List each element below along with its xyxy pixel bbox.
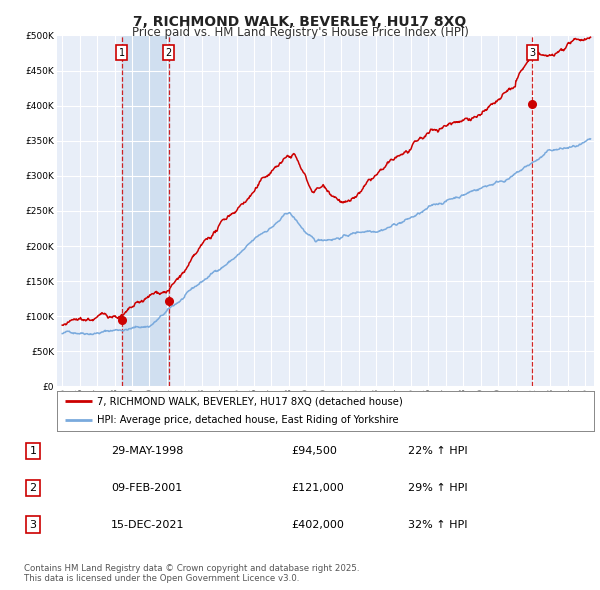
Text: 15-DEC-2021: 15-DEC-2021 xyxy=(111,520,185,529)
Text: 09-FEB-2001: 09-FEB-2001 xyxy=(111,483,182,493)
Text: 29% ↑ HPI: 29% ↑ HPI xyxy=(408,483,467,493)
Text: 3: 3 xyxy=(29,520,37,529)
Text: 22% ↑ HPI: 22% ↑ HPI xyxy=(408,447,467,456)
Text: £94,500: £94,500 xyxy=(291,447,337,456)
Text: 7, RICHMOND WALK, BEVERLEY, HU17 8XQ (detached house): 7, RICHMOND WALK, BEVERLEY, HU17 8XQ (de… xyxy=(97,396,403,407)
Text: Price paid vs. HM Land Registry's House Price Index (HPI): Price paid vs. HM Land Registry's House … xyxy=(131,26,469,39)
Text: 7, RICHMOND WALK, BEVERLEY, HU17 8XQ: 7, RICHMOND WALK, BEVERLEY, HU17 8XQ xyxy=(133,15,467,29)
Text: 32% ↑ HPI: 32% ↑ HPI xyxy=(408,520,467,529)
Text: 1: 1 xyxy=(119,48,125,58)
Text: 29-MAY-1998: 29-MAY-1998 xyxy=(111,447,184,456)
Text: 3: 3 xyxy=(529,48,535,58)
Text: 1: 1 xyxy=(29,447,37,456)
Text: 2: 2 xyxy=(166,48,172,58)
Bar xyxy=(122,35,169,386)
Text: HPI: Average price, detached house, East Riding of Yorkshire: HPI: Average price, detached house, East… xyxy=(97,415,399,425)
Text: 2: 2 xyxy=(29,483,37,493)
Text: £121,000: £121,000 xyxy=(291,483,344,493)
Text: £402,000: £402,000 xyxy=(291,520,344,529)
Text: Contains HM Land Registry data © Crown copyright and database right 2025.
This d: Contains HM Land Registry data © Crown c… xyxy=(24,563,359,583)
